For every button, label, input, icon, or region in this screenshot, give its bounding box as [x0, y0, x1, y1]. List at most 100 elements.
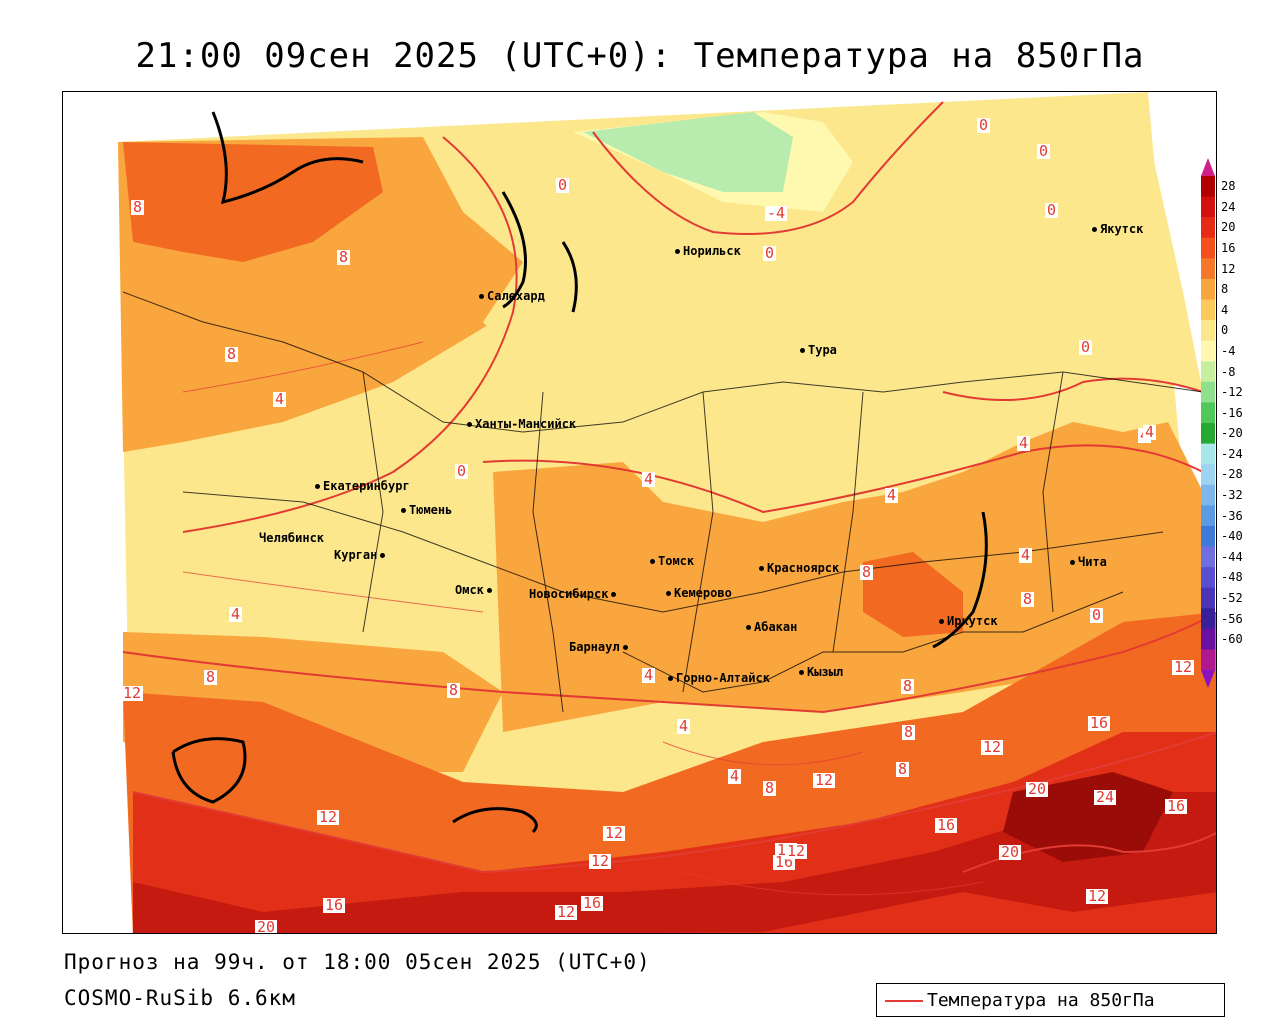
colorbar-segment — [1201, 320, 1215, 342]
city-dot-icon — [467, 422, 472, 427]
city-dot-icon — [1070, 560, 1075, 565]
city-yakutsk: Якутск — [1092, 223, 1143, 235]
city-yekaterinburg: Екатеринбург — [315, 480, 410, 492]
contour-label: 20 — [999, 843, 1022, 861]
map-title: 21:00 09сен 2025 (UTC+0): Температура на… — [135, 36, 1145, 76]
city-dot-icon — [800, 348, 805, 353]
contour-label: 4 — [642, 470, 656, 488]
colorbar-segment — [1201, 628, 1215, 650]
colorbar-tick-label: -16 — [1221, 405, 1243, 420]
contour-label: 12 — [1172, 658, 1195, 676]
contour-label: 8 — [337, 248, 351, 266]
colorbar-tick-label: -40 — [1221, 529, 1243, 544]
city-gorno-altaysk: Горно-Алтайск — [668, 672, 770, 684]
colorbar-tick-label: 12 — [1221, 261, 1236, 276]
colorbar-segment — [1201, 258, 1215, 280]
colorbar — [1201, 158, 1215, 688]
contour-label: 4 — [273, 390, 287, 408]
colorbar-tick-label: 16 — [1221, 241, 1236, 256]
city-irkutsk: Иркутск — [939, 615, 998, 627]
colorbar-tick-label: 28 — [1221, 179, 1236, 194]
city-dot-icon — [668, 676, 673, 681]
contour-label: 0 — [556, 176, 570, 194]
colorbar-segment — [1201, 525, 1215, 547]
colorbar-bottom-arrow — [1201, 670, 1215, 688]
contour-label: 24 — [1094, 788, 1117, 806]
legend-label: Температура на 850гПа — [927, 990, 1155, 1011]
colorbar-tick-label: 20 — [1221, 220, 1236, 235]
colorbar-segment — [1201, 299, 1215, 321]
city-abakan: Абакан — [746, 621, 797, 633]
contour-label: 12 — [813, 771, 836, 789]
city-dot-icon — [486, 588, 492, 593]
city-kurgan: Курган — [334, 549, 388, 561]
colorbar-tick-label: 8 — [1221, 282, 1229, 297]
colorbar-segment — [1201, 649, 1215, 671]
contour-label: -4 — [765, 204, 788, 222]
contour-label: 4 — [642, 666, 656, 684]
contour-label: 0 — [1090, 606, 1104, 624]
colorbar-tick-label: -12 — [1221, 385, 1243, 400]
colorbar-segment — [1201, 505, 1215, 527]
city-tura: Тура — [800, 344, 837, 356]
city-norilsk: Норильск — [675, 245, 741, 257]
contour-label: 0 — [763, 244, 777, 262]
colorbar-tick-label: -36 — [1221, 508, 1243, 523]
colorbar-segment — [1201, 587, 1215, 609]
contour-label: 12 — [603, 824, 626, 842]
colorbar-segment — [1201, 237, 1215, 259]
forecast-info: Прогноз на 99ч. от 18:00 05сен 2025 (UTC… — [64, 950, 651, 974]
legend-line-swatch — [885, 1000, 923, 1002]
contour-label: 0 — [977, 116, 991, 134]
colorbar-segment — [1201, 443, 1215, 465]
contour-label: 4 — [1017, 434, 1031, 452]
contour-label: 12 — [121, 684, 144, 702]
colorbar-segment — [1201, 484, 1215, 506]
city-dot-icon — [380, 553, 386, 558]
contour-label: 8 — [204, 668, 218, 686]
contour-label: 0 — [1037, 142, 1051, 160]
city-dot-icon — [759, 566, 764, 571]
contour-label: 8 — [902, 723, 916, 741]
city-dot-icon — [315, 484, 320, 489]
contour-label: 16 — [581, 894, 604, 912]
colorbar-tick-label: -44 — [1221, 549, 1243, 564]
hot-zone-nw — [123, 142, 383, 262]
colorbar-segment — [1201, 402, 1215, 424]
isotherm-thin-lines — [182, 341, 984, 896]
contour-label: 0 — [455, 462, 469, 480]
colorbar-tick-label: -48 — [1221, 570, 1243, 585]
hot-zone-baikal — [863, 552, 963, 637]
city-dot-icon — [650, 559, 655, 564]
city-omsk: Омск — [455, 584, 495, 596]
colorbar-segment — [1201, 423, 1215, 445]
contour-label: 8 — [225, 345, 239, 363]
contour-label: 4 — [677, 717, 691, 735]
colorbar-tick-label: -28 — [1221, 467, 1243, 482]
city-tyumen: Тюмень — [401, 504, 452, 516]
contour-label: 20 — [255, 918, 278, 934]
colorbar-tick-label: -20 — [1221, 426, 1243, 441]
city-dot-icon — [611, 592, 617, 597]
city-salekhard: Салехард — [479, 290, 545, 302]
contour-label: 0 — [1045, 201, 1059, 219]
contour-label: 12 — [589, 852, 612, 870]
contour-label: 8 — [131, 198, 145, 216]
colorbar-tick-label: -60 — [1221, 632, 1243, 647]
city-dot-icon — [799, 670, 804, 675]
region-borders — [122, 291, 1204, 713]
city-barnaul: Барнаул — [569, 641, 631, 653]
contour-label: 16 — [1088, 714, 1111, 732]
isotherm-lines — [122, 101, 1216, 874]
colorbar-segment — [1201, 608, 1215, 630]
contour-label: 16 — [935, 816, 958, 834]
colorbar-tick-label: -8 — [1221, 364, 1236, 379]
contour-label: 8 — [896, 760, 910, 778]
contour-label: 12 — [785, 842, 808, 860]
contour-label: 12 — [555, 903, 578, 921]
contour-label: 12 — [1086, 887, 1109, 905]
city-dot-icon — [675, 249, 680, 254]
colorbar-segment — [1201, 278, 1215, 300]
coastline — [171, 111, 988, 834]
city-tomsk: Томск — [650, 555, 694, 567]
